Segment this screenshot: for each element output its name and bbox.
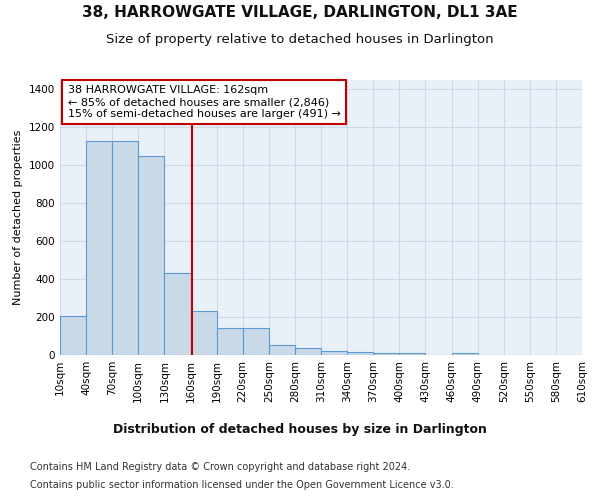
Bar [452,353,478,355]
Bar [321,351,347,355]
Bar [243,328,269,355]
Text: Size of property relative to detached houses in Darlington: Size of property relative to detached ho… [106,32,494,46]
Bar [112,140,139,355]
Bar [164,274,191,355]
Text: Contains HM Land Registry data © Crown copyright and database right 2024.: Contains HM Land Registry data © Crown c… [30,462,410,472]
Bar [60,316,86,355]
Bar [139,156,164,355]
Y-axis label: Number of detached properties: Number of detached properties [13,130,23,305]
Bar [269,344,295,355]
Bar [295,348,321,355]
Bar [347,352,373,355]
Bar [373,353,400,355]
Text: 38 HARROWGATE VILLAGE: 162sqm
← 85% of detached houses are smaller (2,846)
15% o: 38 HARROWGATE VILLAGE: 162sqm ← 85% of d… [68,86,341,118]
Text: 38, HARROWGATE VILLAGE, DARLINGTON, DL1 3AE: 38, HARROWGATE VILLAGE, DARLINGTON, DL1 … [82,5,518,20]
Text: Distribution of detached houses by size in Darlington: Distribution of detached houses by size … [113,422,487,436]
Text: Contains public sector information licensed under the Open Government Licence v3: Contains public sector information licen… [30,480,454,490]
Bar [400,353,425,355]
Bar [217,328,243,355]
Bar [86,140,112,355]
Bar [191,312,217,355]
